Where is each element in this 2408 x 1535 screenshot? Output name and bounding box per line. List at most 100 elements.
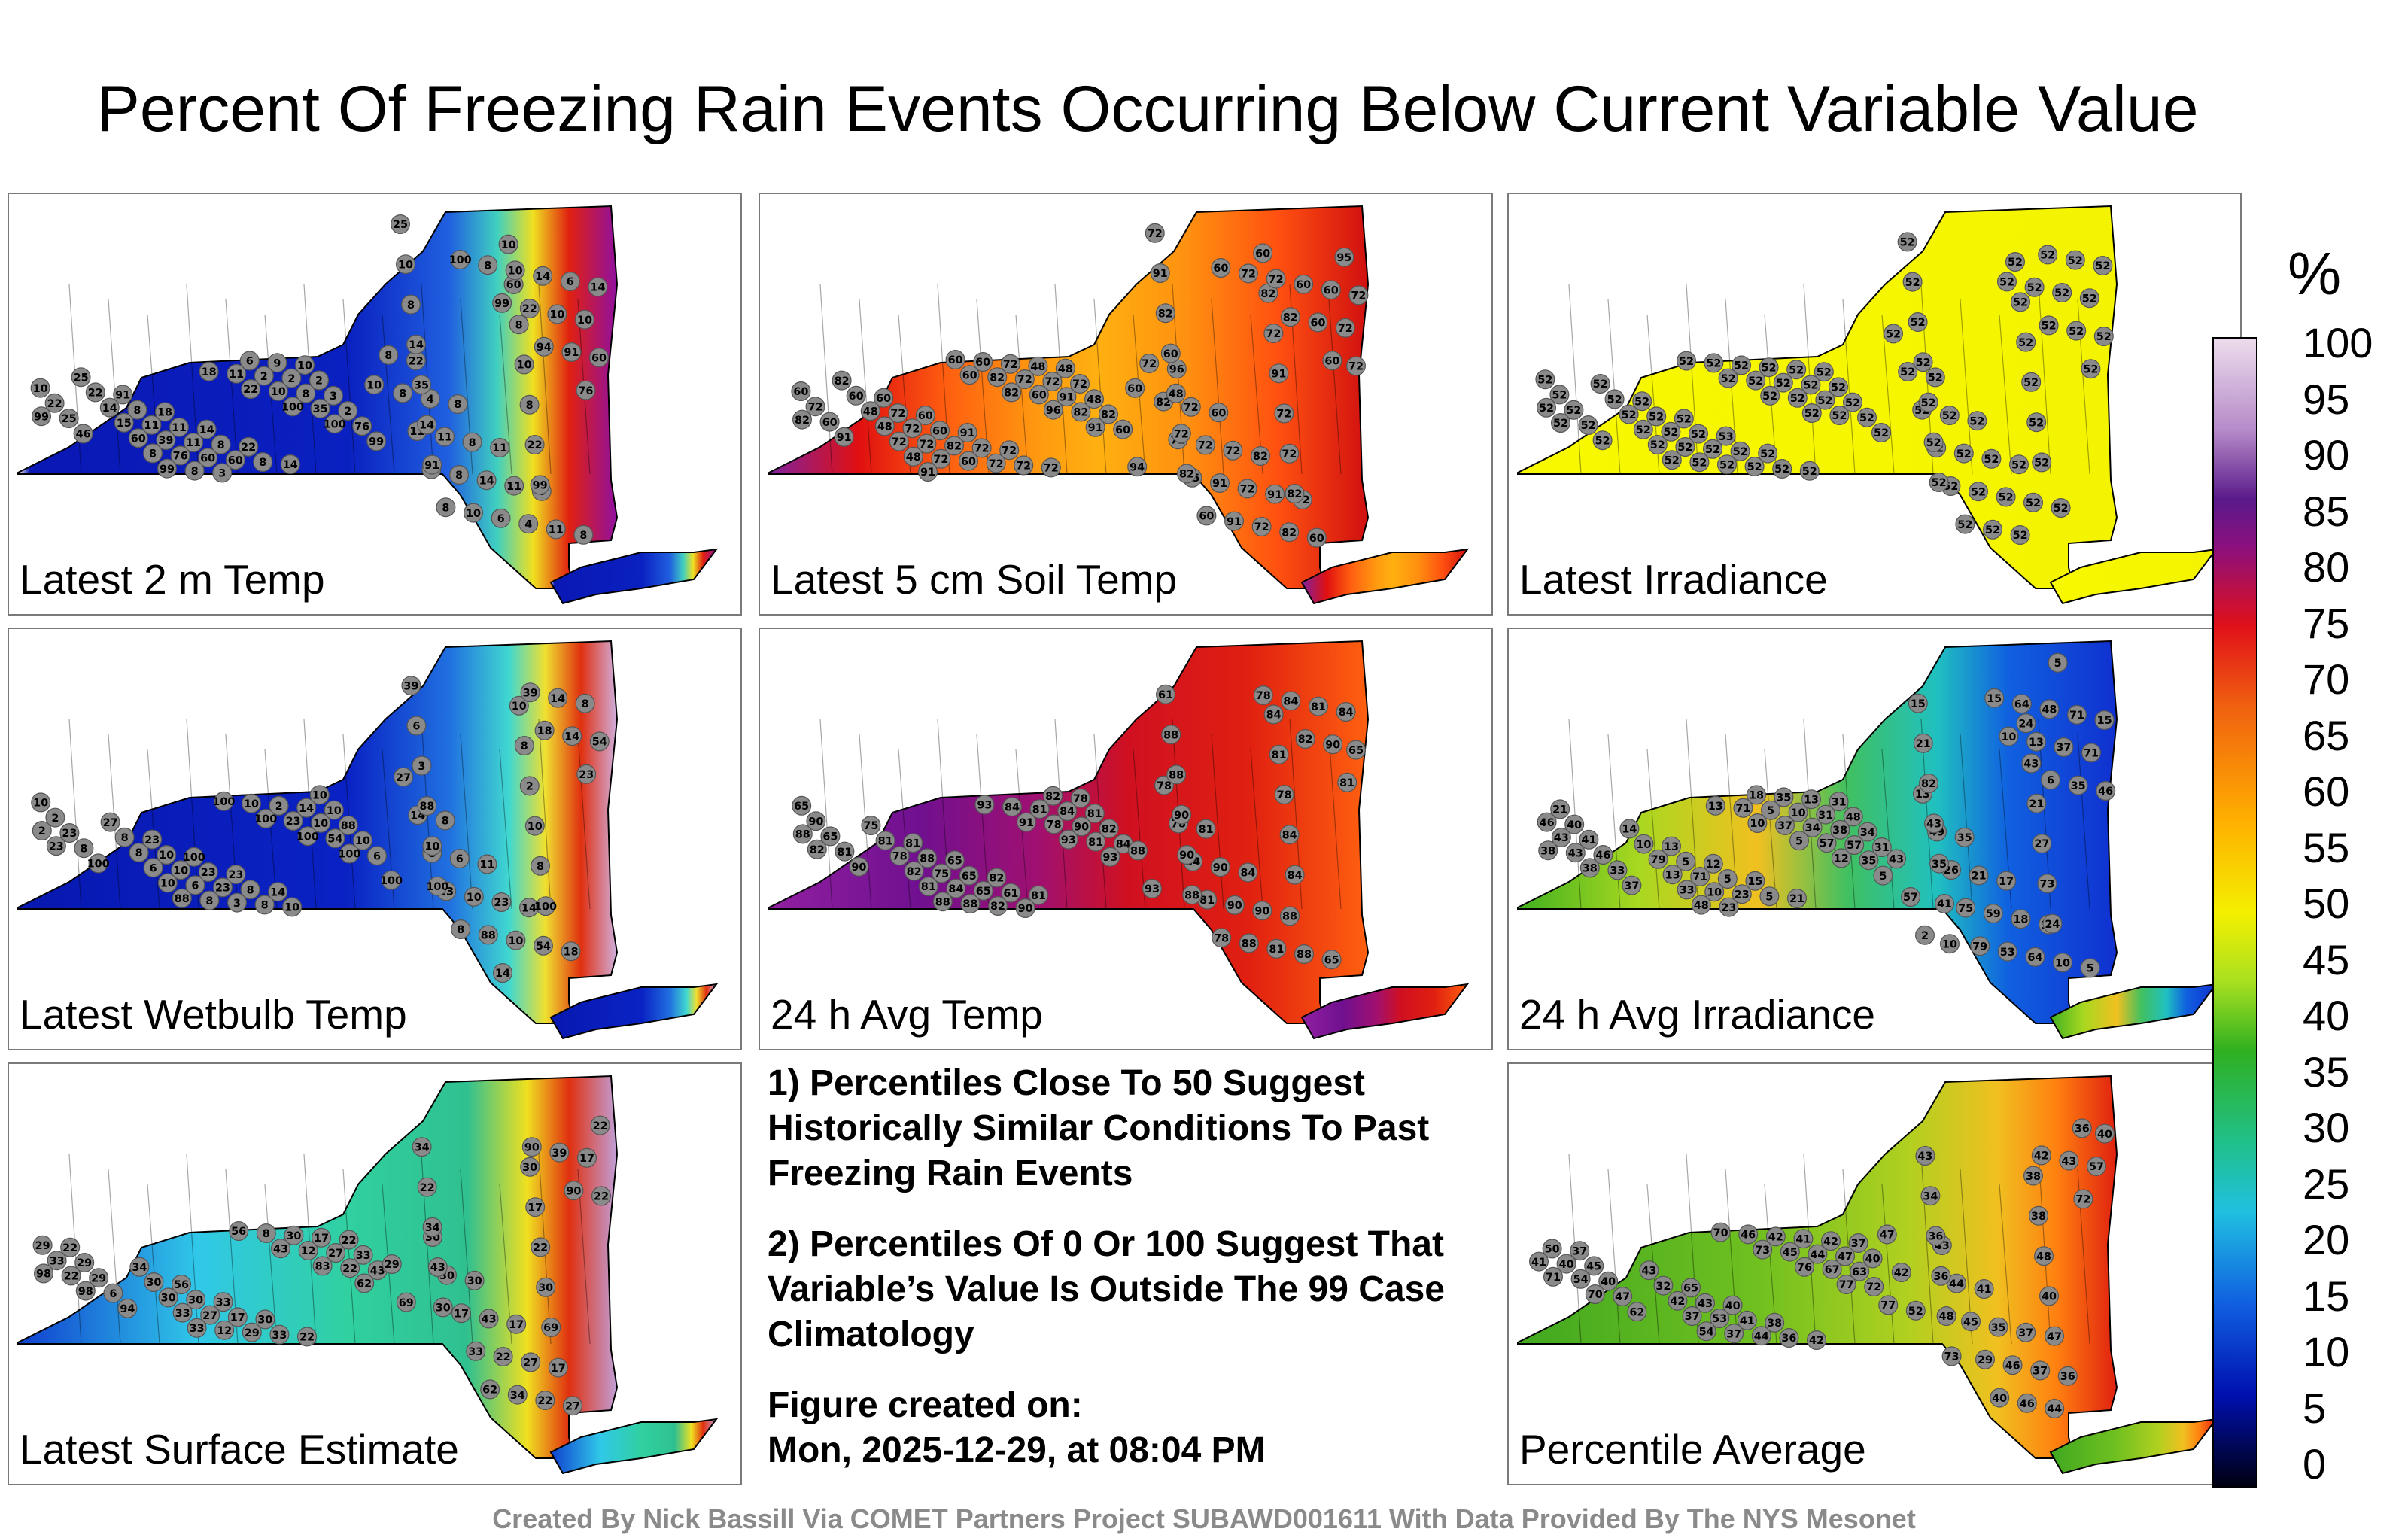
county-line (1133, 749, 1146, 910)
station-marker: 33 (269, 1324, 290, 1345)
county-line (1015, 314, 1029, 475)
station-value: 15 (1987, 693, 2002, 705)
station-value: 21 (1916, 738, 1931, 750)
station-value: 72 (2075, 1194, 2090, 1206)
station-marker: 100 (380, 870, 403, 890)
station-value: 52 (2013, 530, 2028, 542)
station-value: 8 (133, 405, 141, 417)
station-marker: 22 (417, 1177, 437, 1197)
county-line (2038, 284, 2051, 475)
station-marker: 18 (561, 941, 581, 962)
station-value: 52 (1900, 366, 1915, 378)
station-marker: 65 (973, 880, 993, 901)
station-value: 2 (1921, 930, 1929, 942)
station-value: 99 (369, 436, 384, 448)
station-marker: 78 (1274, 785, 1294, 805)
station-marker: 95 (1334, 247, 1354, 267)
station-marker: 72 (1195, 435, 1215, 455)
county-line (460, 734, 473, 910)
county-line (1725, 1169, 1738, 1345)
station-value: 43 (1698, 1298, 1713, 1310)
station-marker: 82 (1002, 382, 1022, 403)
station-marker: 8 (127, 400, 147, 420)
station-value: 60 (1309, 533, 1324, 545)
state-outline (1517, 1074, 2118, 1459)
station-marker: 100 (87, 853, 110, 874)
station-marker: 52 (2081, 359, 2101, 379)
station-marker: 8 (129, 843, 149, 863)
station-value: 81 (1269, 944, 1284, 956)
station-marker: 78 (1253, 685, 1273, 705)
station-marker: 99 (32, 406, 51, 427)
station-value: 11 (186, 437, 201, 449)
station-marker: 30 (158, 1287, 178, 1308)
station-marker: 39 (520, 682, 540, 703)
station-marker: 52 (1730, 441, 1750, 461)
station-marker: 14 (1619, 819, 1640, 839)
station-value: 3 (233, 898, 241, 910)
station-value: 14 (419, 420, 434, 432)
station-value: 98 (36, 1269, 51, 1281)
station-marker: 23 (1732, 884, 1752, 904)
station-marker: 14 (533, 266, 553, 286)
note-1: 1) Percentiles Close To 50 Suggest Histo… (768, 1063, 1430, 1193)
station-value: 30 (188, 1294, 203, 1306)
station-value: 73 (1755, 1245, 1770, 1257)
station-marker: 8 (379, 345, 399, 365)
station-marker: 88 (478, 925, 498, 945)
station-marker: 91 (561, 342, 582, 363)
station-value: 48 (1846, 812, 1861, 824)
station-marker: 15 (1745, 871, 1765, 891)
station-marker: 41 (1737, 1310, 1757, 1330)
station-marker: 82 (1279, 522, 1300, 543)
station-value: 42 (1894, 1267, 1909, 1279)
station-value: 52 (1957, 519, 1972, 531)
county-line (225, 299, 239, 475)
station-value: 10 (1636, 839, 1651, 851)
station-value: 27 (2034, 838, 2049, 850)
station-value: 52 (1607, 394, 1622, 406)
station-marker: 52 (1717, 454, 1738, 475)
station-value: 34 (1805, 822, 1820, 834)
station-value: 72 (1338, 323, 1353, 335)
station-value: 46 (1595, 850, 1610, 862)
station-value: 52 (1803, 380, 1818, 392)
station-marker: 60 (874, 388, 894, 408)
station-value: 84 (1283, 696, 1298, 708)
station-marker: 72 (1279, 443, 1300, 464)
station-marker: 10 (171, 860, 191, 880)
station-marker: 36 (2072, 1118, 2092, 1138)
county-line (1250, 749, 1263, 910)
station-value: 29 (245, 1327, 260, 1339)
station-marker: 17 (506, 1314, 527, 1334)
station-value: 17 (454, 1308, 469, 1320)
station-marker: 52 (1677, 351, 1697, 371)
station-marker: 81 (1269, 744, 1289, 764)
station-value: 94 (537, 342, 552, 354)
station-marker: 82 (1250, 446, 1270, 467)
station-value: 31 (1874, 842, 1890, 854)
station-marker: 52 (1592, 430, 1613, 451)
station-value: 22 (342, 1235, 357, 1247)
station-marker: 11 (184, 433, 204, 453)
station-marker: 47 (2044, 1326, 2064, 1346)
county-line (2077, 734, 2090, 910)
station-value: 52 (2054, 287, 2069, 299)
station-marker: 14 (99, 397, 120, 418)
station-marker: 46 (2096, 781, 2116, 801)
station-value: 72 (808, 401, 823, 413)
station-value: 60 (1324, 284, 1339, 296)
station-value: 88 (962, 898, 977, 910)
station-marker: 60 (1160, 343, 1181, 363)
station-marker: 52 (1982, 519, 2002, 540)
station-value: 61 (1158, 689, 1173, 701)
station-marker: 52 (2010, 525, 2030, 546)
station-value: 33 (50, 1255, 65, 1267)
station-marker: 96 (1043, 400, 1063, 420)
station-value: 39 (552, 1147, 567, 1160)
station-value: 46 (1741, 1230, 1756, 1242)
station-value: 11 (479, 859, 494, 871)
station-marker: 12 (1831, 848, 1851, 868)
station-marker: 13 (1662, 865, 1683, 885)
station-value: 11 (549, 524, 564, 536)
